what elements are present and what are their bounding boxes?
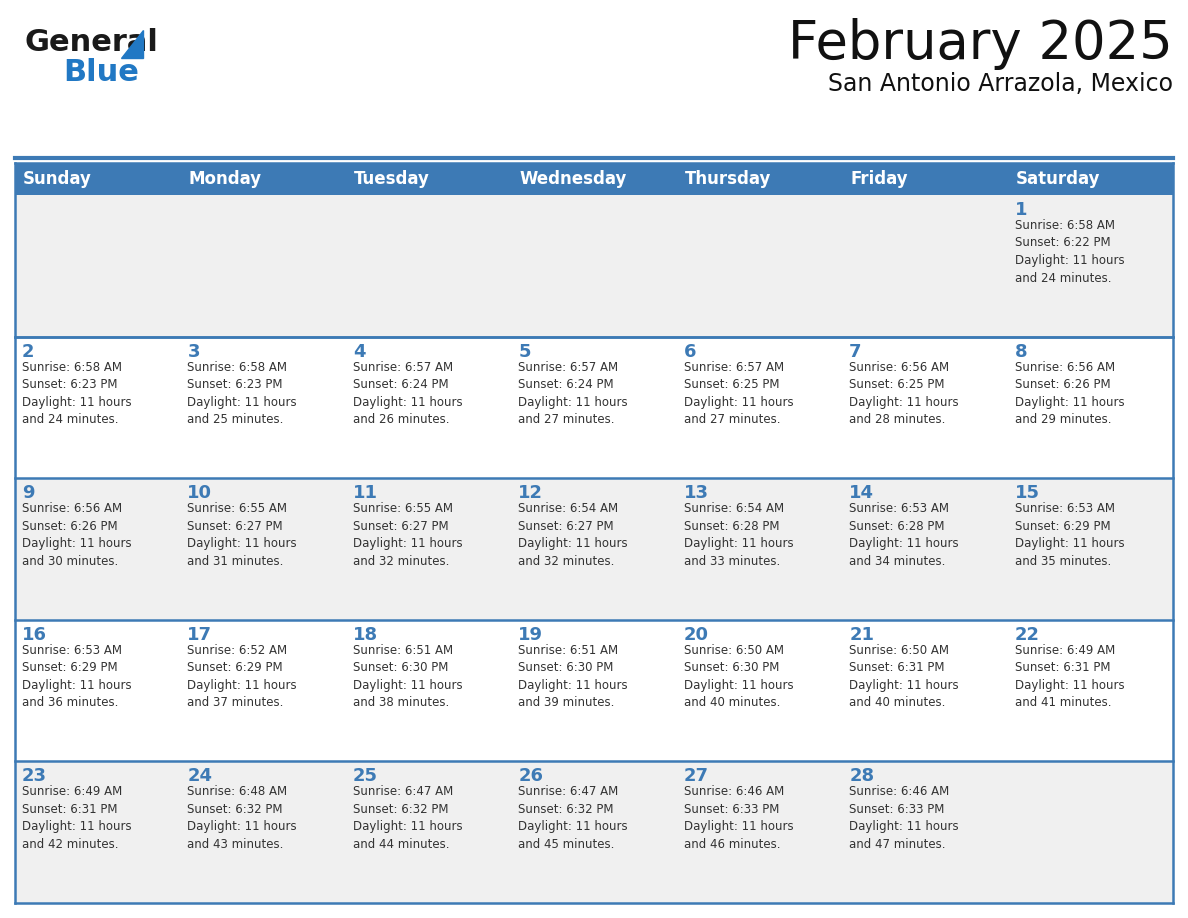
Text: 18: 18 (353, 626, 378, 644)
Text: Sunrise: 6:57 AM
Sunset: 6:25 PM
Daylight: 11 hours
and 27 minutes.: Sunrise: 6:57 AM Sunset: 6:25 PM Dayligh… (684, 361, 794, 426)
Text: Friday: Friday (851, 170, 908, 188)
Text: Sunrise: 6:51 AM
Sunset: 6:30 PM
Daylight: 11 hours
and 39 minutes.: Sunrise: 6:51 AM Sunset: 6:30 PM Dayligh… (518, 644, 628, 710)
Text: Sunrise: 6:47 AM
Sunset: 6:32 PM
Daylight: 11 hours
and 44 minutes.: Sunrise: 6:47 AM Sunset: 6:32 PM Dayligh… (353, 786, 462, 851)
Text: Sunrise: 6:58 AM
Sunset: 6:23 PM
Daylight: 11 hours
and 25 minutes.: Sunrise: 6:58 AM Sunset: 6:23 PM Dayligh… (188, 361, 297, 426)
Text: 12: 12 (518, 484, 543, 502)
Text: 6: 6 (684, 342, 696, 361)
Text: Sunrise: 6:46 AM
Sunset: 6:33 PM
Daylight: 11 hours
and 47 minutes.: Sunrise: 6:46 AM Sunset: 6:33 PM Dayligh… (849, 786, 959, 851)
Text: 23: 23 (23, 767, 48, 786)
Text: Sunrise: 6:51 AM
Sunset: 6:30 PM
Daylight: 11 hours
and 38 minutes.: Sunrise: 6:51 AM Sunset: 6:30 PM Dayligh… (353, 644, 462, 710)
Text: 5: 5 (518, 342, 531, 361)
Text: 19: 19 (518, 626, 543, 644)
Bar (15, 761, 1173, 903)
Text: Sunrise: 6:46 AM
Sunset: 6:33 PM
Daylight: 11 hours
and 46 minutes.: Sunrise: 6:46 AM Sunset: 6:33 PM Dayligh… (684, 786, 794, 851)
Bar (15, 620, 1173, 761)
Text: General: General (25, 28, 159, 57)
Text: Sunrise: 6:52 AM
Sunset: 6:29 PM
Daylight: 11 hours
and 37 minutes.: Sunrise: 6:52 AM Sunset: 6:29 PM Dayligh… (188, 644, 297, 710)
Text: 1: 1 (1015, 201, 1028, 219)
Text: 9: 9 (23, 484, 34, 502)
Polygon shape (121, 30, 143, 58)
Text: 21: 21 (849, 626, 874, 644)
Text: Sunrise: 6:48 AM
Sunset: 6:32 PM
Daylight: 11 hours
and 43 minutes.: Sunrise: 6:48 AM Sunset: 6:32 PM Dayligh… (188, 786, 297, 851)
Text: Wednesday: Wednesday (519, 170, 626, 188)
Bar (15, 337, 1173, 478)
Text: 3: 3 (188, 342, 200, 361)
Text: 24: 24 (188, 767, 213, 786)
Text: Saturday: Saturday (1016, 170, 1100, 188)
Text: Tuesday: Tuesday (354, 170, 430, 188)
Text: 25: 25 (353, 767, 378, 786)
Text: Sunrise: 6:47 AM
Sunset: 6:32 PM
Daylight: 11 hours
and 45 minutes.: Sunrise: 6:47 AM Sunset: 6:32 PM Dayligh… (518, 786, 628, 851)
Text: 17: 17 (188, 626, 213, 644)
Bar (15, 195, 1173, 337)
Text: 13: 13 (684, 484, 709, 502)
Text: Sunrise: 6:56 AM
Sunset: 6:26 PM
Daylight: 11 hours
and 30 minutes.: Sunrise: 6:56 AM Sunset: 6:26 PM Dayligh… (23, 502, 132, 567)
Text: Sunrise: 6:58 AM
Sunset: 6:23 PM
Daylight: 11 hours
and 24 minutes.: Sunrise: 6:58 AM Sunset: 6:23 PM Dayligh… (23, 361, 132, 426)
Text: Sunrise: 6:49 AM
Sunset: 6:31 PM
Daylight: 11 hours
and 42 minutes.: Sunrise: 6:49 AM Sunset: 6:31 PM Dayligh… (23, 786, 132, 851)
Text: Sunrise: 6:56 AM
Sunset: 6:25 PM
Daylight: 11 hours
and 28 minutes.: Sunrise: 6:56 AM Sunset: 6:25 PM Dayligh… (849, 361, 959, 426)
Text: 7: 7 (849, 342, 861, 361)
Text: Sunrise: 6:49 AM
Sunset: 6:31 PM
Daylight: 11 hours
and 41 minutes.: Sunrise: 6:49 AM Sunset: 6:31 PM Dayligh… (1015, 644, 1124, 710)
Text: Blue: Blue (63, 58, 139, 87)
Text: 15: 15 (1015, 484, 1040, 502)
Text: 14: 14 (849, 484, 874, 502)
Text: 2: 2 (23, 342, 34, 361)
Text: Sunrise: 6:56 AM
Sunset: 6:26 PM
Daylight: 11 hours
and 29 minutes.: Sunrise: 6:56 AM Sunset: 6:26 PM Dayligh… (1015, 361, 1124, 426)
Text: Sunrise: 6:54 AM
Sunset: 6:27 PM
Daylight: 11 hours
and 32 minutes.: Sunrise: 6:54 AM Sunset: 6:27 PM Dayligh… (518, 502, 628, 567)
Text: 28: 28 (849, 767, 874, 786)
Text: 8: 8 (1015, 342, 1028, 361)
Text: 11: 11 (353, 484, 378, 502)
Text: San Antonio Arrazola, Mexico: San Antonio Arrazola, Mexico (828, 72, 1173, 96)
Bar (15, 478, 1173, 620)
Text: 20: 20 (684, 626, 709, 644)
Text: Thursday: Thursday (684, 170, 771, 188)
Text: Sunrise: 6:55 AM
Sunset: 6:27 PM
Daylight: 11 hours
and 31 minutes.: Sunrise: 6:55 AM Sunset: 6:27 PM Dayligh… (188, 502, 297, 567)
Text: Sunrise: 6:53 AM
Sunset: 6:29 PM
Daylight: 11 hours
and 36 minutes.: Sunrise: 6:53 AM Sunset: 6:29 PM Dayligh… (23, 644, 132, 710)
Text: Sunrise: 6:50 AM
Sunset: 6:30 PM
Daylight: 11 hours
and 40 minutes.: Sunrise: 6:50 AM Sunset: 6:30 PM Dayligh… (684, 644, 794, 710)
Text: Sunrise: 6:53 AM
Sunset: 6:28 PM
Daylight: 11 hours
and 34 minutes.: Sunrise: 6:53 AM Sunset: 6:28 PM Dayligh… (849, 502, 959, 567)
Text: Sunrise: 6:53 AM
Sunset: 6:29 PM
Daylight: 11 hours
and 35 minutes.: Sunrise: 6:53 AM Sunset: 6:29 PM Dayligh… (1015, 502, 1124, 567)
Text: Sunrise: 6:50 AM
Sunset: 6:31 PM
Daylight: 11 hours
and 40 minutes.: Sunrise: 6:50 AM Sunset: 6:31 PM Dayligh… (849, 644, 959, 710)
Text: February 2025: February 2025 (789, 18, 1173, 70)
Text: Sunrise: 6:55 AM
Sunset: 6:27 PM
Daylight: 11 hours
and 32 minutes.: Sunrise: 6:55 AM Sunset: 6:27 PM Dayligh… (353, 502, 462, 567)
Text: Sunrise: 6:57 AM
Sunset: 6:24 PM
Daylight: 11 hours
and 27 minutes.: Sunrise: 6:57 AM Sunset: 6:24 PM Dayligh… (518, 361, 628, 426)
Text: 10: 10 (188, 484, 213, 502)
Text: Sunrise: 6:58 AM
Sunset: 6:22 PM
Daylight: 11 hours
and 24 minutes.: Sunrise: 6:58 AM Sunset: 6:22 PM Dayligh… (1015, 219, 1124, 285)
Text: 4: 4 (353, 342, 366, 361)
Text: Sunrise: 6:54 AM
Sunset: 6:28 PM
Daylight: 11 hours
and 33 minutes.: Sunrise: 6:54 AM Sunset: 6:28 PM Dayligh… (684, 502, 794, 567)
Text: 26: 26 (518, 767, 543, 786)
Text: 22: 22 (1015, 626, 1040, 644)
Text: 27: 27 (684, 767, 709, 786)
Text: Sunrise: 6:57 AM
Sunset: 6:24 PM
Daylight: 11 hours
and 26 minutes.: Sunrise: 6:57 AM Sunset: 6:24 PM Dayligh… (353, 361, 462, 426)
Text: 16: 16 (23, 626, 48, 644)
Text: Sunday: Sunday (23, 170, 91, 188)
Text: Monday: Monday (189, 170, 261, 188)
Bar (15, 163, 1173, 195)
